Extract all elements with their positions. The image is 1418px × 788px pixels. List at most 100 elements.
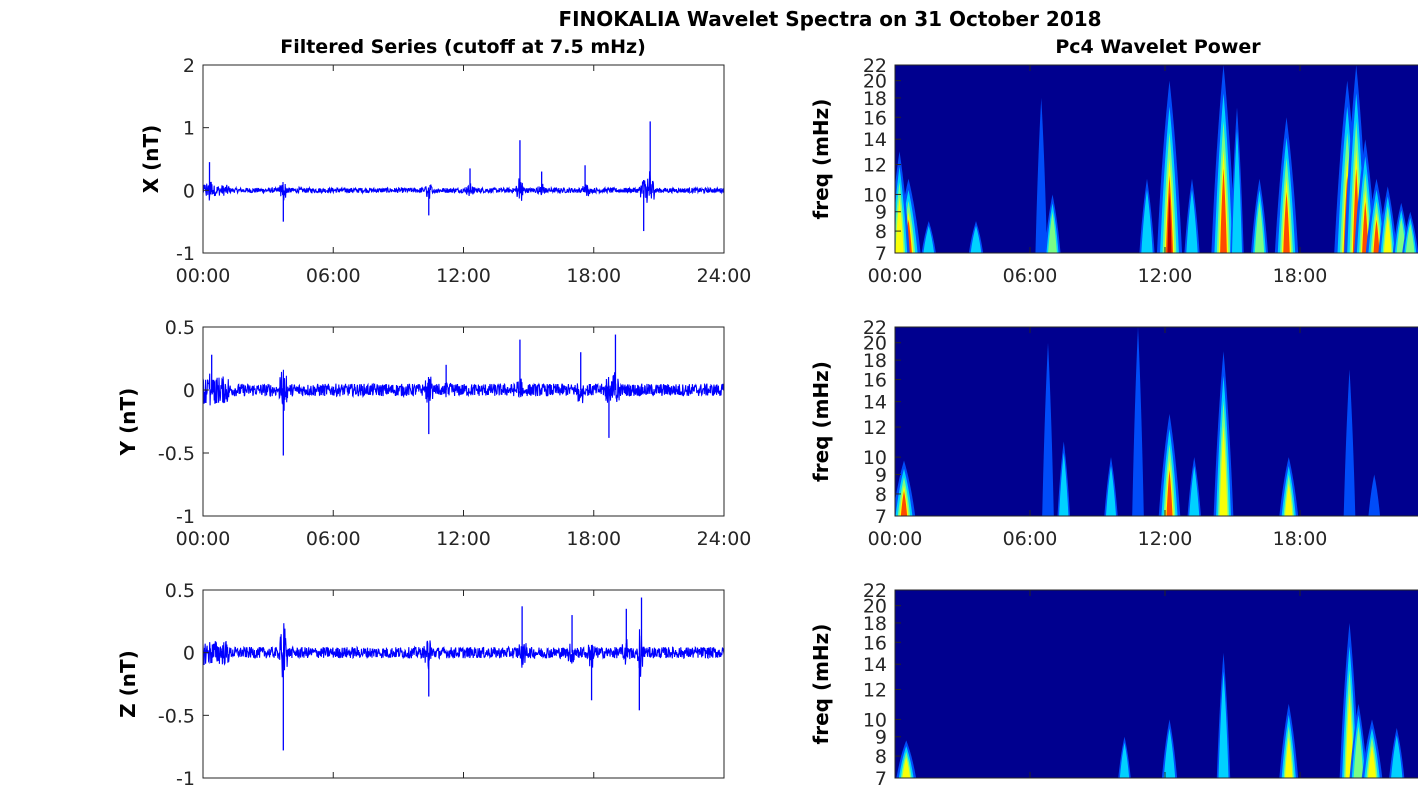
y-tick-label: 7 [875, 768, 887, 788]
chart-y-series: 00:00 06:00 12:00 18:00 24:00 -1 -0.5 0 0.5 Y (nT… [116, 317, 751, 550]
x-tick-label: 24:00 [697, 265, 752, 287]
power-burst [1186, 189, 1198, 253]
y-tick-label: 0 [183, 380, 195, 402]
y-tick-label: 0 [183, 643, 195, 665]
y-tick-label: 20 [863, 333, 887, 355]
y-axis-label: X (nT) [139, 125, 163, 194]
series-line [203, 369, 724, 411]
power-burst [1353, 726, 1364, 778]
y-axis-label: freq (mHz) [809, 624, 833, 745]
power-burst [895, 197, 904, 253]
x-tick-label: 12:00 [436, 528, 491, 550]
y-tick-label: -1 [176, 506, 195, 528]
power-burst [1048, 212, 1057, 253]
y-tick-label: -0.5 [158, 705, 195, 727]
y-tick-label: 20 [863, 71, 887, 93]
power-burst [1383, 216, 1392, 253]
power-burst [1220, 168, 1227, 253]
series-line [203, 623, 724, 678]
spectrogram-background [895, 590, 1418, 778]
y-tick-label: -0.5 [158, 443, 195, 465]
x-tick-label: 12:00 [436, 265, 491, 287]
power-burst [1059, 452, 1069, 516]
x-tick-label: 06:00 [306, 265, 361, 287]
y-axis-label: Y (nT) [116, 388, 140, 457]
power-burst [1343, 369, 1356, 516]
y-tick-label: 14 [863, 129, 887, 151]
y-tick-label: 16 [863, 632, 887, 654]
x-tick-label: 06:00 [1003, 265, 1058, 287]
x-tick-label: 12:00 [1138, 528, 1193, 550]
y-axis-label: freq (mHz) [809, 99, 833, 220]
y-tick-label: 2 [183, 55, 195, 77]
power-burst [1218, 671, 1229, 778]
y-tick-label: 10 [863, 184, 887, 206]
x-tick-label: 00:00 [176, 265, 231, 287]
y-axis-label: Z (nT) [116, 650, 140, 718]
y-tick-label: -1 [176, 243, 195, 265]
x-tick-label: 18:00 [566, 528, 621, 550]
y-tick-label: 0 [183, 180, 195, 202]
y-tick-label: 0.5 [165, 580, 195, 602]
power-burst [1119, 742, 1130, 778]
y-tick-label: 22 [863, 55, 887, 77]
power-burst [923, 225, 935, 253]
x-tick-label: 18:00 [566, 265, 621, 287]
y-tick-label: 8 [875, 221, 887, 243]
y-tick-label: 12 [863, 155, 887, 177]
y-tick-label: -1 [176, 768, 195, 788]
x-tick-label: 12:00 [1138, 265, 1193, 287]
y-tick-label: 9 [875, 727, 887, 749]
power-burst [970, 225, 982, 253]
axes-frame [202, 64, 725, 254]
y-tick-label: 10 [863, 447, 887, 469]
x-tick-label: 18:00 [1273, 528, 1328, 550]
power-burst [1367, 745, 1377, 778]
power-burst [1166, 470, 1173, 516]
y-tick-label: 18 [863, 350, 887, 372]
right-column-title: Pc4 Wavelet Power [1055, 36, 1261, 58]
power-burst [1189, 465, 1200, 516]
power-burst [1373, 219, 1380, 253]
y-tick-label: 12 [863, 680, 887, 702]
power-burst [1283, 191, 1290, 253]
power-burst [900, 491, 908, 516]
y-tick-label: 20 [863, 596, 887, 618]
y-tick-label: 18 [863, 88, 887, 110]
axes-frame [202, 326, 725, 517]
y-tick-label: 18 [863, 613, 887, 635]
power-burst [1163, 728, 1176, 778]
power-burst [1254, 201, 1265, 253]
y-tick-label: 8 [875, 746, 887, 768]
x-tick-label: 24:00 [697, 528, 752, 550]
y-tick-label: 7 [875, 243, 887, 265]
y-tick-label: 0.5 [165, 317, 195, 339]
power-burst [1284, 483, 1293, 516]
y-tick-label: 14 [863, 392, 887, 414]
x-tick-label: 18:00 [1273, 265, 1328, 287]
power-burst [1219, 425, 1228, 516]
y-tick-label: 16 [863, 370, 887, 392]
y-axis-label: freq (mHz) [809, 361, 833, 482]
power-burst [1105, 465, 1117, 516]
y-tick-label: 7 [875, 506, 887, 528]
x-tick-label: 06:00 [1003, 528, 1058, 550]
power-burst [902, 757, 911, 778]
x-tick-label: 00:00 [868, 265, 923, 287]
chart-z-series: -1 -0.5 0 0.5 Z (nT) [116, 580, 725, 788]
chart-x-series: 00:00 06:00 12:00 18:00 24:00 -1 0 1 2 X (nT) [139, 55, 751, 287]
x-tick-label: 00:00 [868, 528, 923, 550]
power-burst [1035, 97, 1048, 253]
spectrogram-background [895, 65, 1418, 253]
y-tick-label: 9 [875, 202, 887, 224]
axes-frame [202, 589, 725, 779]
power-burst [1042, 342, 1054, 516]
power-burst [1167, 192, 1172, 253]
power-burst [1391, 735, 1403, 778]
power-burst [1231, 129, 1243, 253]
left-column-title: Filtered Series (cutoff at 7.5 mHz) [280, 36, 646, 58]
power-burst [1405, 224, 1415, 253]
